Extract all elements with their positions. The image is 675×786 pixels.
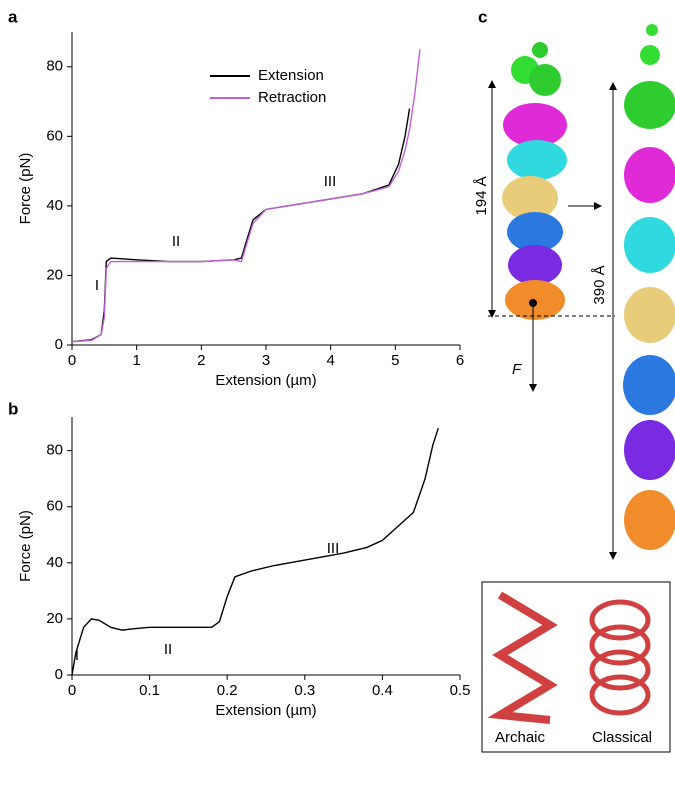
y-tick-label: 0 [55, 666, 63, 683]
x-axis-label: Extension (µm) [215, 702, 316, 719]
inset-label: Classical [592, 729, 652, 746]
classical-helix [589, 599, 651, 716]
annotation: I [75, 647, 79, 664]
y-tick-label: 80 [46, 58, 63, 75]
y-tick-label: 40 [46, 197, 63, 214]
y-tick-label: 40 [46, 554, 63, 571]
x-tick-label: 5 [391, 352, 399, 369]
x-tick-label: 4 [326, 352, 334, 369]
molecule-compact [502, 42, 567, 320]
x-tick-label: 6 [456, 352, 464, 369]
y-tick-label: 60 [46, 498, 63, 515]
x-tick-label: 0.4 [372, 682, 393, 699]
y-tick-label: 60 [46, 127, 63, 144]
y-tick-label: 80 [46, 442, 63, 459]
molecule-extended [623, 24, 675, 550]
x-tick-label: 0.5 [450, 682, 471, 699]
archaic-helix [487, 591, 558, 724]
y-axis-label: Force (pN) [17, 510, 34, 582]
legend-label: Retraction [258, 89, 326, 106]
x-tick-label: 0 [68, 682, 76, 699]
y-tick-label: 0 [55, 336, 63, 353]
dimension-label: 194 Å [473, 176, 490, 215]
x-tick-label: 2 [197, 352, 205, 369]
x-tick-label: 3 [262, 352, 270, 369]
data-line [71, 108, 411, 343]
panel-label: b [8, 399, 18, 418]
annotation: III [324, 173, 337, 190]
annotation: I [95, 277, 99, 294]
x-tick-label: 0.3 [294, 682, 315, 699]
x-tick-label: 0 [68, 352, 76, 369]
panel-label: a [8, 7, 18, 26]
inset-label: Archaic [495, 729, 546, 746]
force-label: F [512, 361, 522, 378]
y-tick-label: 20 [46, 266, 63, 283]
annotation: II [164, 641, 172, 658]
legend-label: Extension [258, 67, 324, 84]
x-axis-label: Extension (µm) [215, 372, 316, 389]
data-line [71, 428, 439, 676]
y-axis-label: Force (pN) [17, 153, 34, 225]
data-line [71, 49, 421, 343]
annotation: III [327, 540, 340, 557]
annotation: II [172, 233, 180, 250]
x-tick-label: 0.1 [139, 682, 160, 699]
dimension-label: 390 Å [591, 265, 608, 304]
panel-label: c [478, 7, 487, 26]
y-tick-label: 20 [46, 610, 63, 627]
x-tick-label: 0.2 [217, 682, 238, 699]
x-tick-label: 1 [132, 352, 140, 369]
